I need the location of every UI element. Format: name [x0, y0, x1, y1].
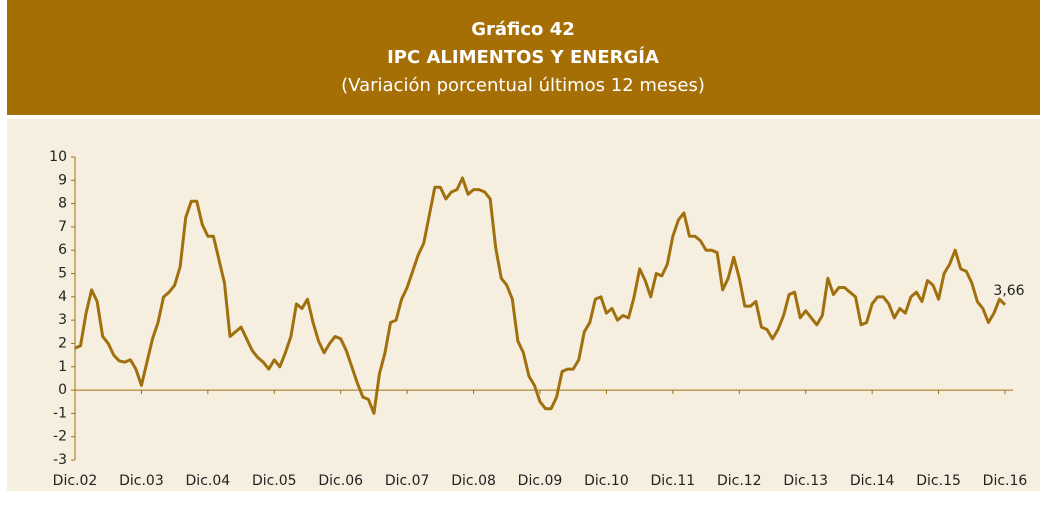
y-tick-label: -3	[53, 452, 67, 468]
y-tick-label: -2	[53, 429, 67, 445]
y-tick-label: 10	[49, 149, 67, 165]
x-tick-label: Dic.14	[850, 473, 895, 489]
x-tick-label: Dic.10	[584, 473, 629, 489]
y-tick-label: 0	[58, 382, 67, 398]
x-tick-label: Dic.13	[783, 473, 828, 489]
x-tick-label: Dic.03	[119, 473, 164, 489]
x-tick-label: Dic.12	[717, 473, 762, 489]
x-tick-label: Dic.09	[518, 473, 563, 489]
x-tick-label: Dic.07	[385, 473, 430, 489]
chart-note: (Variación porcentual últimos 12 meses)	[341, 75, 705, 96]
x-tick-label: Dic.05	[252, 473, 297, 489]
y-tick-label: 4	[58, 289, 67, 305]
y-tick-label: 1	[58, 359, 67, 375]
y-tick-label: 3	[58, 312, 67, 328]
x-tick-label: Dic.11	[651, 473, 696, 489]
y-tick-label: 5	[58, 266, 67, 282]
y-tick-label: 6	[58, 242, 67, 258]
data-label: 3,66	[993, 283, 1024, 299]
x-tick-label: Dic.06	[318, 473, 363, 489]
x-tick-label: Dic.02	[53, 473, 98, 489]
header-band	[7, 0, 1040, 115]
x-tick-label: Dic.04	[186, 473, 231, 489]
chart-title: Gráfico 42	[471, 19, 575, 40]
x-tick-label: Dic.15	[916, 473, 961, 489]
x-tick-label: Dic.08	[451, 473, 496, 489]
x-tick-label: Dic.16	[983, 473, 1028, 489]
y-tick-label: 9	[58, 172, 67, 188]
y-tick-label: 7	[58, 219, 67, 235]
y-tick-label: -1	[53, 405, 67, 421]
y-tick-label: 2	[58, 335, 67, 351]
y-tick-label: 8	[58, 196, 67, 212]
chart-subtitle: IPC ALIMENTOS Y ENERGÍA	[387, 46, 659, 68]
plot-panel	[7, 119, 1040, 491]
line-series	[74, 176, 1007, 415]
